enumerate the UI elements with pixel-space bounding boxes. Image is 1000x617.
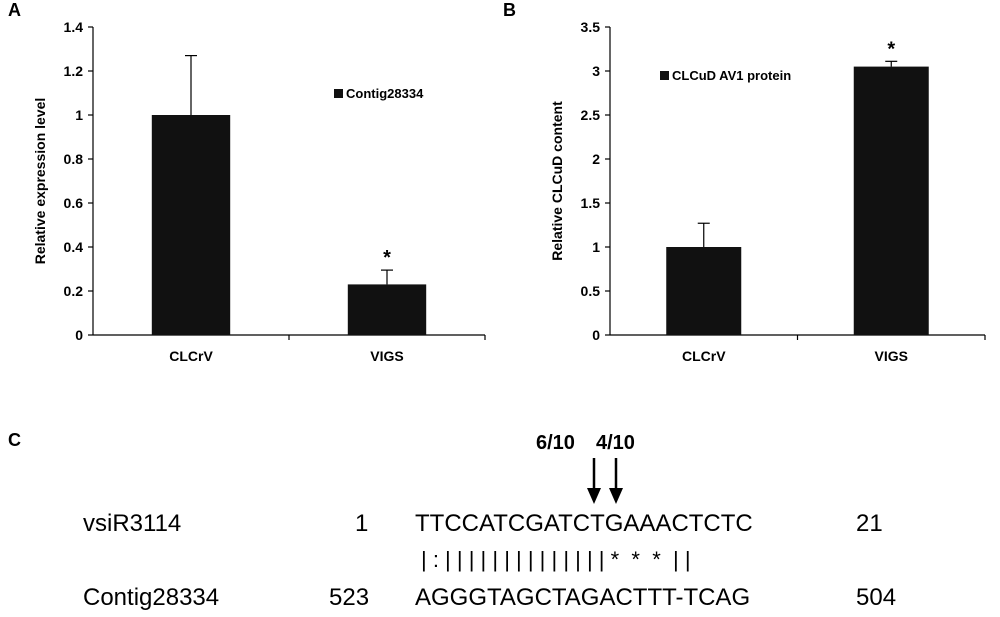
legend-swatch [660,71,669,80]
alignment-match-line: | : | | | | | | | | | | | | | | * * * | … [421,547,691,572]
panel-label-a: A [8,0,21,20]
panel-label-b: B [503,0,516,20]
y-tick-label: 1 [592,239,600,255]
y-axis-title: Relative CLCuD content [549,101,565,261]
y-tick-label: 1 [75,107,83,123]
y-tick-label: 0.6 [64,195,84,211]
y-tick-label: 0.2 [64,283,84,299]
query-end: 21 [856,510,883,537]
y-tick-label: 3 [592,63,600,79]
target-name: Contig28334 [83,584,220,611]
y-tick-label: 1.5 [581,195,601,211]
y-tick-label: 0.5 [581,283,601,299]
query-name: vsiR3114 [83,510,182,537]
legend-label: Contig28334 [346,86,424,101]
y-tick-label: 0.8 [64,151,84,167]
y-tick-label: 1.2 [64,63,84,79]
y-tick-label: 2.5 [581,107,601,123]
cleavage-label-1: 6/10 [536,432,575,454]
bar [347,284,427,335]
cleavage-arrows [587,458,623,504]
x-tick-label: VIGS [370,348,403,364]
arrow-down-icon-1 [587,458,601,504]
chart-b: 0 0.5 1 1.5 2 2.5 3 3.5 Relative CLCuD content CL… [549,19,986,364]
cleavage-label-2: 4/10 [596,432,635,454]
target-sequence: AGGGTAGCTAGACTTT-TCAG [415,584,751,611]
y-tick-label: 3.5 [581,19,601,35]
panel-label-c: C [8,430,21,450]
query-sequence: TTCCATCGATCTGAAACTCTC [415,510,753,537]
y-tick-label: 0 [75,327,83,343]
y-tick-label: 2 [592,151,600,167]
y-tick-label: 0.4 [64,239,84,255]
legend-swatch [334,89,343,98]
x-tick-label: VIGS [875,348,908,364]
arrow-down-icon-2 [609,458,623,504]
bar [853,66,929,335]
x-tick-label: CLCrV [682,348,726,364]
target-start: 523 [329,584,370,611]
significance-label: * [383,247,391,269]
y-tick-label: 0 [592,327,600,343]
chart-a: 0 0.2 0.4 0.6 0.8 1 1.2 1.4 Relative expression … [32,19,486,364]
y-axis-title: Relative expression level [32,98,48,265]
legend-label: CLCuD AV1 protein [672,68,791,83]
target-end: 504 [856,584,897,611]
x-tick-label: CLCrV [169,348,213,364]
significance-label: * [887,38,895,60]
y-tick-label: 1.4 [64,19,84,35]
bar [151,115,231,335]
query-start: 1 [355,510,369,537]
bar [666,247,742,335]
